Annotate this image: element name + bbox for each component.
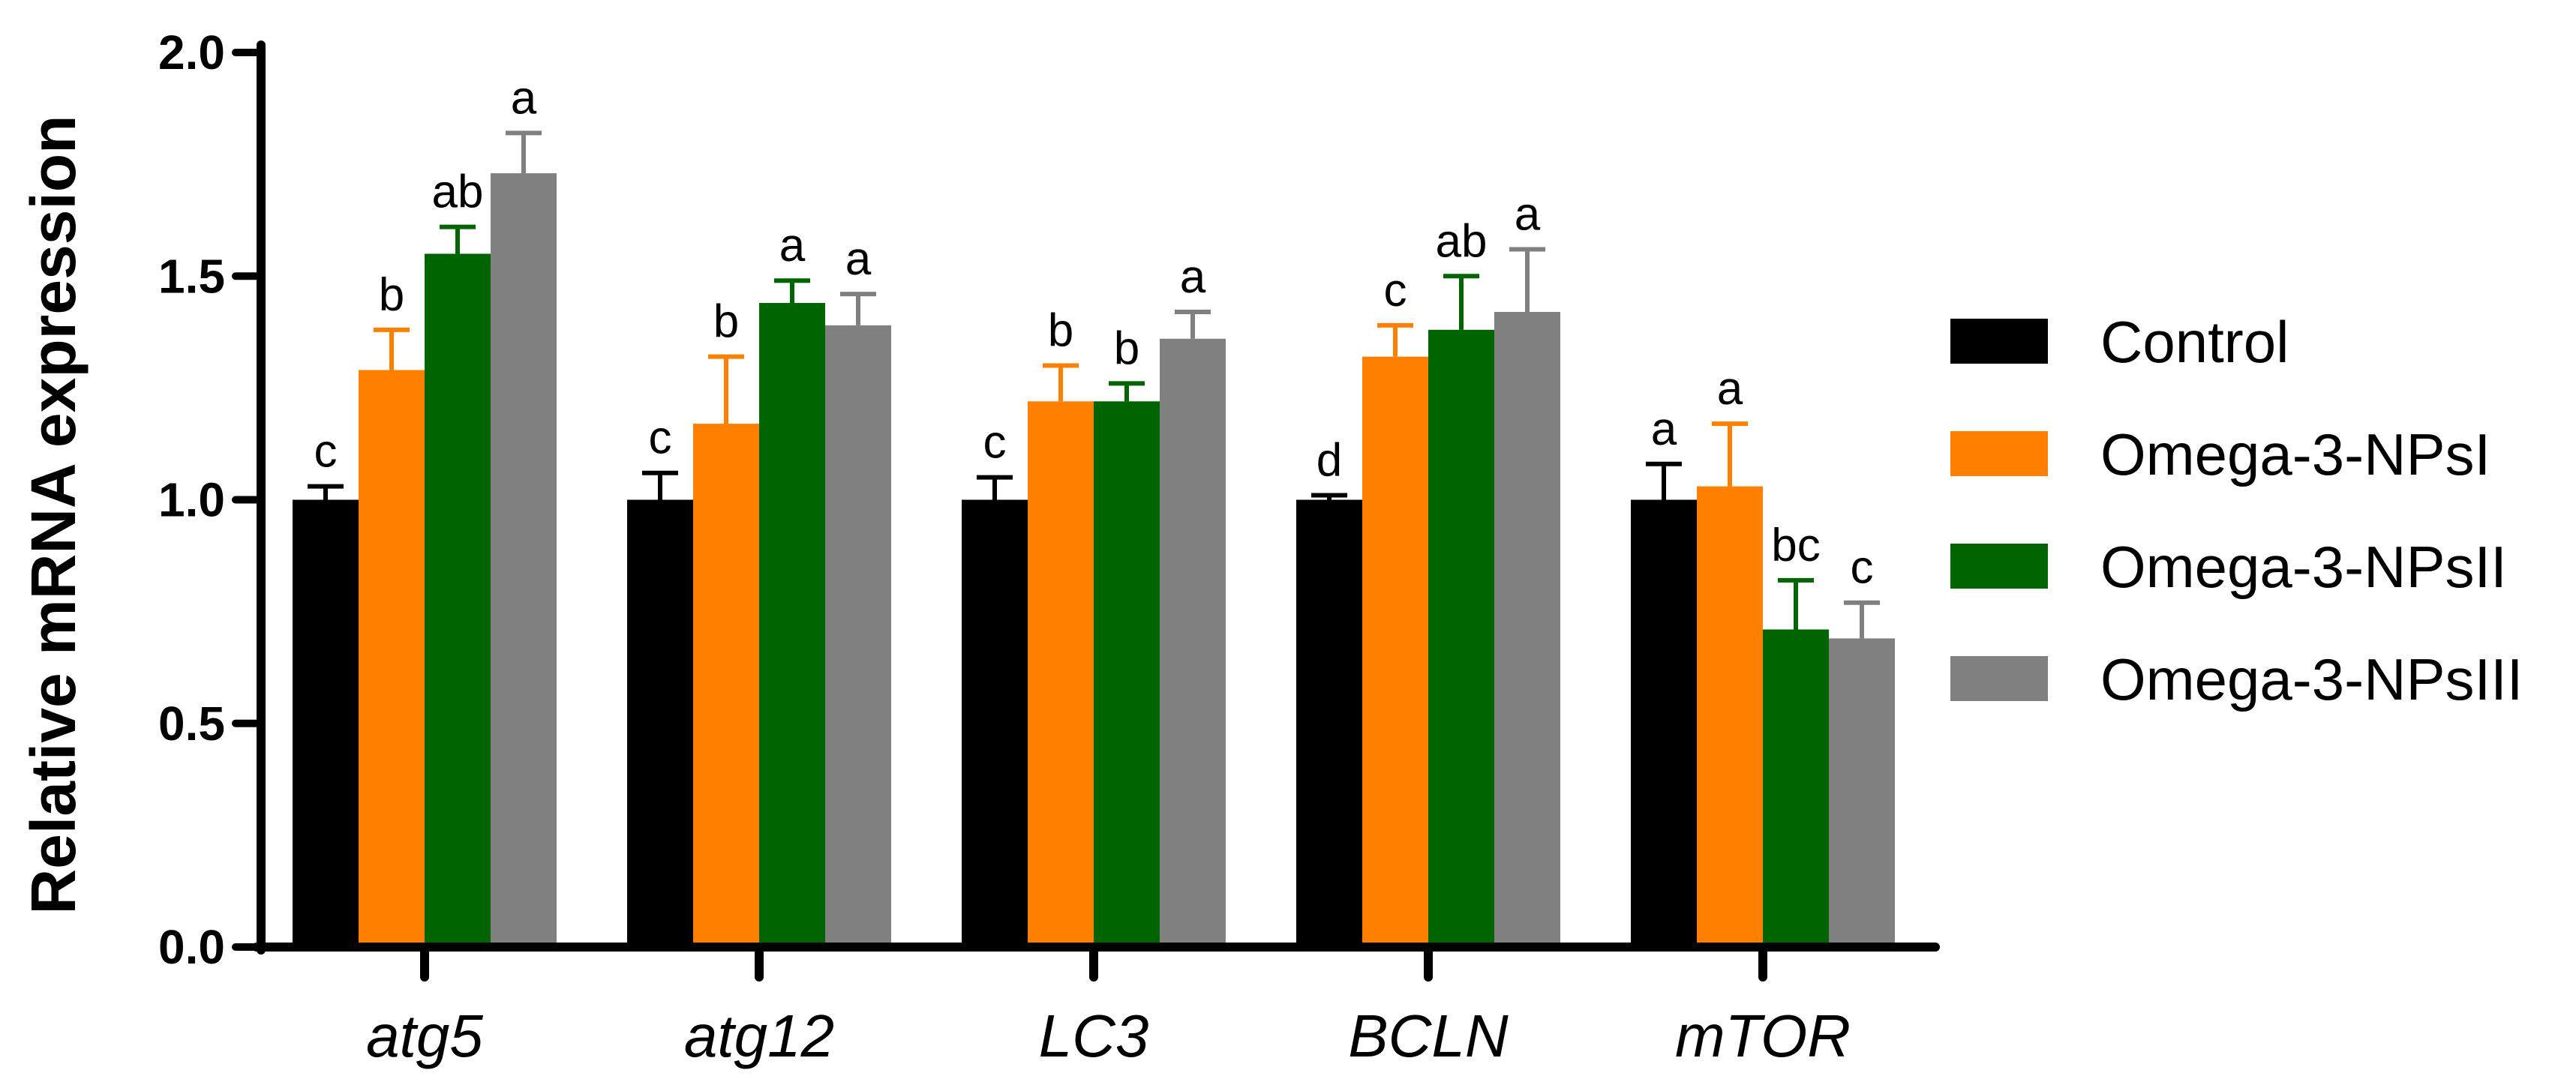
- legend-label-Omega-3-NPsII: Omega-3-NPsII: [2100, 534, 2507, 600]
- legend-label-Control: Control: [2100, 309, 2289, 375]
- y-tick-label-0.0: 0.0: [158, 920, 225, 974]
- significance-letter-atg12-Control: c: [649, 412, 672, 464]
- bar-mTOR-Control: [1631, 499, 1697, 947]
- bar-atg5-Omega-3-NPsIII: [491, 173, 557, 948]
- significance-letter-BCLN-Control: d: [1317, 435, 1342, 487]
- legend-label-Omega-3-NPsI: Omega-3-NPsI: [2100, 421, 2490, 487]
- bar-atg5-Control: [293, 499, 359, 947]
- bar-atg12-Control: [627, 499, 693, 947]
- legend: Control Omega-3-NPsI Omega-3-NPsII Omega-3-…: [1950, 309, 2523, 712]
- significance-letter-atg5-Omega-3-NPsI: b: [379, 269, 404, 321]
- bar-atg5-Omega-3-NPsII: [425, 253, 491, 947]
- legend-swatch-Omega-3-NPsII: [1950, 544, 2048, 589]
- bar-BCLN-Omega-3-NPsI: [1362, 356, 1428, 947]
- bar-LC3-Omega-3-NPsI: [1028, 401, 1094, 947]
- significance-letter-atg12-Omega-3-NPsII: a: [779, 220, 806, 271]
- bar-atg5-Omega-3-NPsI: [359, 370, 425, 947]
- bar-mTOR-Omega-3-NPsII: [1763, 629, 1829, 947]
- significance-letter-BCLN-Omega-3-NPsIII: a: [1515, 188, 1541, 240]
- error-bars-layer: [308, 130, 1880, 639]
- bars-layer: [293, 173, 1895, 948]
- x-tick-label-BCLN: BCLN: [1348, 1003, 1509, 1069]
- bar-atg12-Omega-3-NPsII: [759, 303, 825, 947]
- bar-atg12-Omega-3-NPsI: [693, 424, 759, 947]
- significance-letter-mTOR-Omega-3-NPsII: bc: [1771, 520, 1820, 571]
- legend-label-Omega-3-NPsIII: Omega-3-NPsIII: [2100, 646, 2523, 712]
- significance-letter-atg5-Control: c: [314, 426, 338, 478]
- significance-letter-LC3-Omega-3-NPsII: b: [1114, 322, 1139, 374]
- bar-mTOR-Omega-3-NPsI: [1697, 486, 1763, 947]
- bar-LC3-Omega-3-NPsII: [1094, 401, 1160, 947]
- bar-BCLN-Control: [1296, 499, 1362, 947]
- bar-atg12-Omega-3-NPsIII: [825, 325, 891, 947]
- significance-letter-BCLN-Omega-3-NPsI: c: [1384, 265, 1407, 316]
- y-tick-label-1.0: 1.0: [158, 473, 225, 527]
- significance-letter-mTOR-Control: a: [1651, 403, 1677, 455]
- x-tick-label-mTOR: mTOR: [1675, 1003, 1851, 1069]
- significance-letter-atg12-Omega-3-NPsIII: a: [845, 233, 872, 285]
- significance-letter-BCLN-Omega-3-NPsII: ab: [1436, 215, 1488, 267]
- legend-swatch-Control: [1950, 319, 2048, 364]
- legend-swatch-Omega-3-NPsI: [1950, 431, 2048, 476]
- x-tick-label-atg12: atg12: [684, 1003, 834, 1069]
- bar-BCLN-Omega-3-NPsII: [1428, 329, 1494, 948]
- bar-LC3-Omega-3-NPsIII: [1160, 338, 1226, 947]
- y-tick-label-2.0: 2.0: [158, 25, 225, 79]
- significance-letter-LC3-Omega-3-NPsIII: a: [1180, 251, 1206, 303]
- significance-letter-mTOR-Omega-3-NPsIII: c: [1851, 542, 1874, 594]
- bar-BCLN-Omega-3-NPsIII: [1494, 311, 1560, 948]
- axes-layer: 0.0 0.5 1.0 1.5 2.0 atg5 atg12 LC3 BCLN mTOR: [158, 25, 1940, 1069]
- y-tick-label-1.5: 1.5: [158, 249, 225, 303]
- x-tick-label-LC3: LC3: [1039, 1003, 1149, 1069]
- significance-letter-mTOR-Omega-3-NPsI: a: [1717, 363, 1743, 415]
- significance-letter-atg5-Omega-3-NPsIII: a: [511, 72, 537, 124]
- bar-mTOR-Omega-3-NPsIII: [1829, 638, 1895, 947]
- legend-swatch-Omega-3-NPsIII: [1950, 656, 2048, 701]
- x-tick-label-atg5: atg5: [366, 1003, 483, 1069]
- bar-LC3-Control: [962, 499, 1028, 947]
- significance-letter-LC3-Control: c: [983, 417, 1007, 469]
- y-axis-title: Relative mRNA expression: [18, 115, 89, 915]
- significance-letter-atg12-Omega-3-NPsI: b: [713, 296, 739, 348]
- y-tick-label-0.5: 0.5: [158, 697, 225, 751]
- significance-letter-atg5-Omega-3-NPsII: ab: [432, 166, 484, 218]
- significance-letter-LC3-Omega-3-NPsI: b: [1048, 305, 1073, 357]
